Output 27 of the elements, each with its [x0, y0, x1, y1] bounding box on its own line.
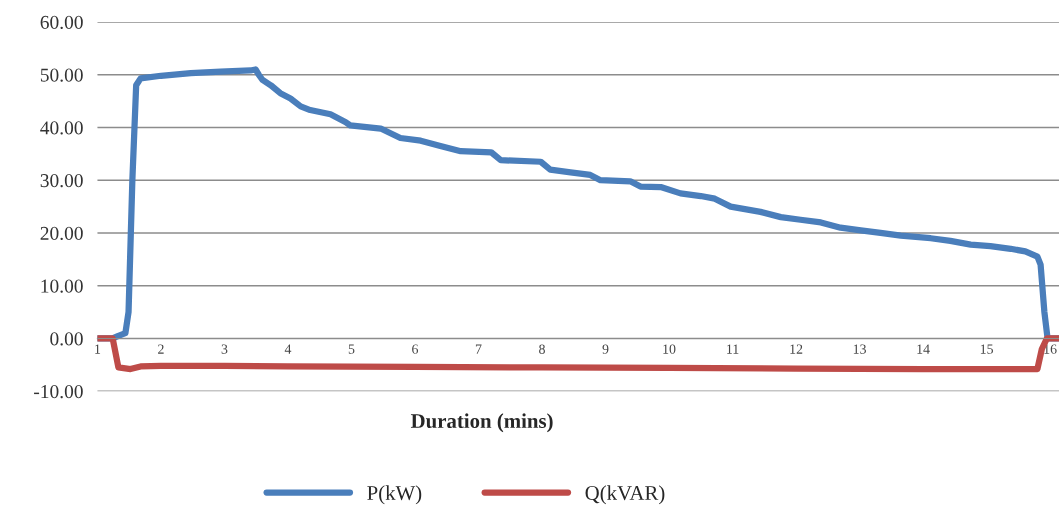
- y-tick-label: 30.00: [40, 174, 83, 188]
- x-tick-label: 11: [727, 344, 739, 354]
- legend-label: P(kW): [367, 485, 422, 505]
- x-tick-label: 9: [602, 344, 609, 354]
- x-tick-label: 2: [158, 344, 164, 354]
- y-tick-label: 10.00: [41, 279, 83, 293]
- y-tick-label: 40.00: [40, 121, 83, 135]
- x-tick-label: 8: [539, 344, 545, 354]
- y-tick-label: 50.00: [40, 68, 83, 82]
- y-tick-label: 0.00: [50, 332, 83, 346]
- x-tick-label: 6: [412, 344, 419, 354]
- x-tick-label: 3: [221, 344, 228, 354]
- x-tick-label: 7: [475, 344, 482, 354]
- x-tick-label: 15: [980, 344, 993, 354]
- x-tick-label: 10: [663, 344, 676, 354]
- x-tick-label: 12: [790, 344, 803, 354]
- x-tick-label: 16: [1044, 344, 1057, 354]
- y-tick-label: 20.00: [40, 226, 83, 240]
- x-tick-label: 4: [284, 344, 292, 354]
- x-tick-label: 1: [95, 344, 101, 354]
- x-tick-label: 13: [853, 344, 866, 354]
- y-tick-label: 60.00: [40, 15, 83, 29]
- legend-label: Q(kVAR): [585, 485, 665, 505]
- y-tick-label: -10.00: [34, 385, 83, 399]
- x-tick-label: 5: [348, 344, 355, 354]
- x-axis-title: Duration (mins): [410, 413, 553, 433]
- x-tick-label: 14: [917, 344, 930, 354]
